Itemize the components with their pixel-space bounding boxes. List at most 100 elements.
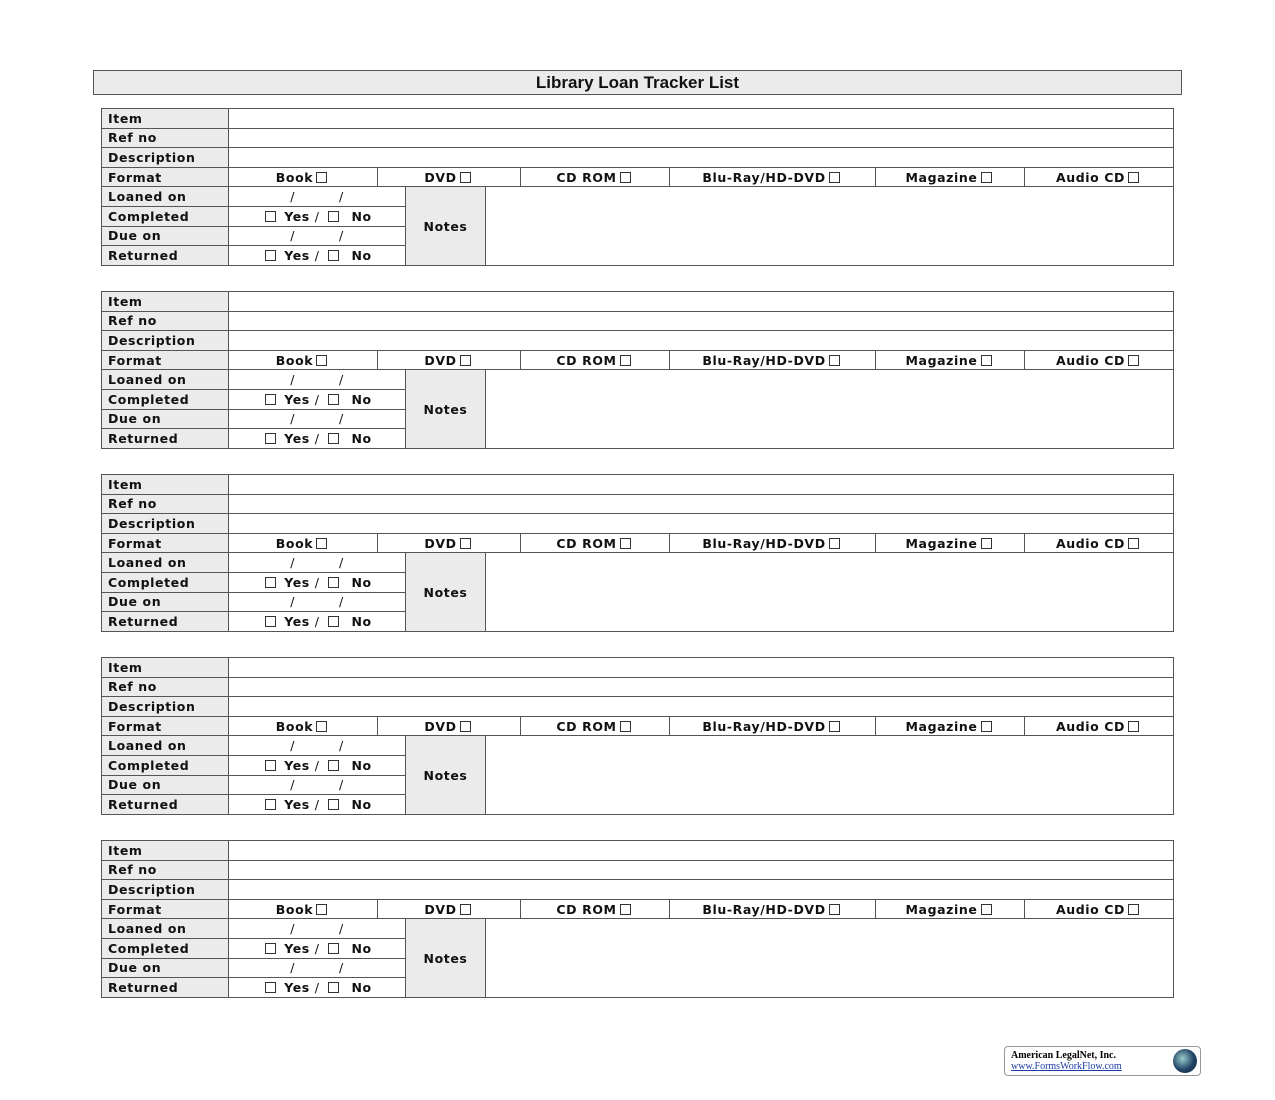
format-magazine[interactable]: Magazine	[875, 349, 1025, 371]
no-checkbox[interactable]	[327, 576, 339, 588]
notes-field[interactable]	[485, 552, 1174, 632]
format-blu-ray[interactable]: Blu-Ray/HD-DVD	[669, 349, 876, 371]
format-blu-ray[interactable]: Blu-Ray/HD-DVD	[669, 532, 876, 554]
checkbox[interactable]	[1128, 537, 1140, 549]
due-on-field[interactable]: / /	[228, 408, 406, 430]
no-checkbox[interactable]	[327, 615, 339, 627]
format-book[interactable]: Book	[228, 532, 378, 554]
checkbox[interactable]	[980, 720, 992, 732]
format-blu-ray[interactable]: Blu-Ray/HD-DVD	[669, 715, 876, 737]
checkbox[interactable]	[828, 537, 840, 549]
format-magazine[interactable]: Magazine	[875, 532, 1025, 554]
description-field[interactable]	[228, 696, 1174, 717]
format-magazine[interactable]: Magazine	[875, 898, 1025, 920]
item-field[interactable]	[228, 657, 1174, 678]
format-audio-cd[interactable]: Audio CD	[1024, 898, 1174, 920]
checkbox[interactable]	[459, 171, 471, 183]
checkbox[interactable]	[828, 171, 840, 183]
format-cd-rom[interactable]: CD ROM	[520, 166, 670, 188]
item-field[interactable]	[228, 840, 1174, 861]
item-field[interactable]	[228, 108, 1174, 129]
checkbox[interactable]	[316, 171, 328, 183]
checkbox[interactable]	[619, 903, 631, 915]
notes-field[interactable]	[485, 918, 1174, 998]
checkbox[interactable]	[316, 903, 328, 915]
checkbox[interactable]	[980, 354, 992, 366]
description-field[interactable]	[228, 330, 1174, 351]
item-field[interactable]	[228, 291, 1174, 312]
format-cd-rom[interactable]: CD ROM	[520, 715, 670, 737]
due-on-field[interactable]: / /	[228, 957, 406, 979]
format-dvd[interactable]: DVD	[377, 715, 521, 737]
loaned-on-field[interactable]: / /	[228, 918, 406, 939]
no-checkbox[interactable]	[327, 210, 339, 222]
loaned-on-field[interactable]: / /	[228, 735, 406, 756]
format-blu-ray[interactable]: Blu-Ray/HD-DVD	[669, 166, 876, 188]
format-book[interactable]: Book	[228, 349, 378, 371]
item-field[interactable]	[228, 474, 1174, 495]
checkbox[interactable]	[1128, 171, 1140, 183]
format-book[interactable]: Book	[228, 898, 378, 920]
checkbox[interactable]	[828, 903, 840, 915]
no-checkbox[interactable]	[327, 981, 339, 993]
checkbox[interactable]	[619, 354, 631, 366]
yes-checkbox[interactable]	[265, 759, 277, 771]
no-checkbox[interactable]	[327, 942, 339, 954]
format-audio-cd[interactable]: Audio CD	[1024, 166, 1174, 188]
website-link[interactable]: www.FormsWorkFlow.com	[1011, 1061, 1122, 1072]
yes-checkbox[interactable]	[265, 615, 277, 627]
yes-checkbox[interactable]	[265, 576, 277, 588]
notes-field[interactable]	[485, 735, 1174, 815]
checkbox[interactable]	[980, 171, 992, 183]
format-book[interactable]: Book	[228, 166, 378, 188]
loaned-on-field[interactable]: / /	[228, 552, 406, 573]
yes-checkbox[interactable]	[265, 981, 277, 993]
checkbox[interactable]	[459, 537, 471, 549]
format-audio-cd[interactable]: Audio CD	[1024, 715, 1174, 737]
checkbox[interactable]	[1128, 720, 1140, 732]
format-magazine[interactable]: Magazine	[875, 715, 1025, 737]
format-cd-rom[interactable]: CD ROM	[520, 898, 670, 920]
checkbox[interactable]	[619, 171, 631, 183]
format-blu-ray[interactable]: Blu-Ray/HD-DVD	[669, 898, 876, 920]
ref-no-field[interactable]	[228, 127, 1174, 149]
checkbox[interactable]	[828, 354, 840, 366]
format-dvd[interactable]: DVD	[377, 898, 521, 920]
description-field[interactable]	[228, 147, 1174, 168]
checkbox[interactable]	[619, 720, 631, 732]
no-checkbox[interactable]	[327, 432, 339, 444]
format-dvd[interactable]: DVD	[377, 166, 521, 188]
checkbox[interactable]	[980, 537, 992, 549]
notes-field[interactable]	[485, 186, 1174, 266]
loaned-on-field[interactable]: / /	[228, 186, 406, 207]
ref-no-field[interactable]	[228, 310, 1174, 332]
no-checkbox[interactable]	[327, 393, 339, 405]
loaned-on-field[interactable]: / /	[228, 369, 406, 390]
ref-no-field[interactable]	[228, 859, 1174, 881]
checkbox[interactable]	[980, 903, 992, 915]
checkbox[interactable]	[316, 354, 328, 366]
format-dvd[interactable]: DVD	[377, 349, 521, 371]
checkbox[interactable]	[1128, 354, 1140, 366]
format-cd-rom[interactable]: CD ROM	[520, 532, 670, 554]
description-field[interactable]	[228, 879, 1174, 900]
checkbox[interactable]	[1128, 903, 1140, 915]
format-audio-cd[interactable]: Audio CD	[1024, 349, 1174, 371]
format-book[interactable]: Book	[228, 715, 378, 737]
yes-checkbox[interactable]	[265, 249, 277, 261]
yes-checkbox[interactable]	[265, 393, 277, 405]
yes-checkbox[interactable]	[265, 432, 277, 444]
checkbox[interactable]	[459, 720, 471, 732]
due-on-field[interactable]: / /	[228, 774, 406, 796]
checkbox[interactable]	[619, 537, 631, 549]
no-checkbox[interactable]	[327, 759, 339, 771]
yes-checkbox[interactable]	[265, 942, 277, 954]
format-audio-cd[interactable]: Audio CD	[1024, 532, 1174, 554]
format-dvd[interactable]: DVD	[377, 532, 521, 554]
no-checkbox[interactable]	[327, 249, 339, 261]
format-cd-rom[interactable]: CD ROM	[520, 349, 670, 371]
due-on-field[interactable]: / /	[228, 591, 406, 613]
checkbox[interactable]	[828, 720, 840, 732]
description-field[interactable]	[228, 513, 1174, 534]
checkbox[interactable]	[316, 720, 328, 732]
